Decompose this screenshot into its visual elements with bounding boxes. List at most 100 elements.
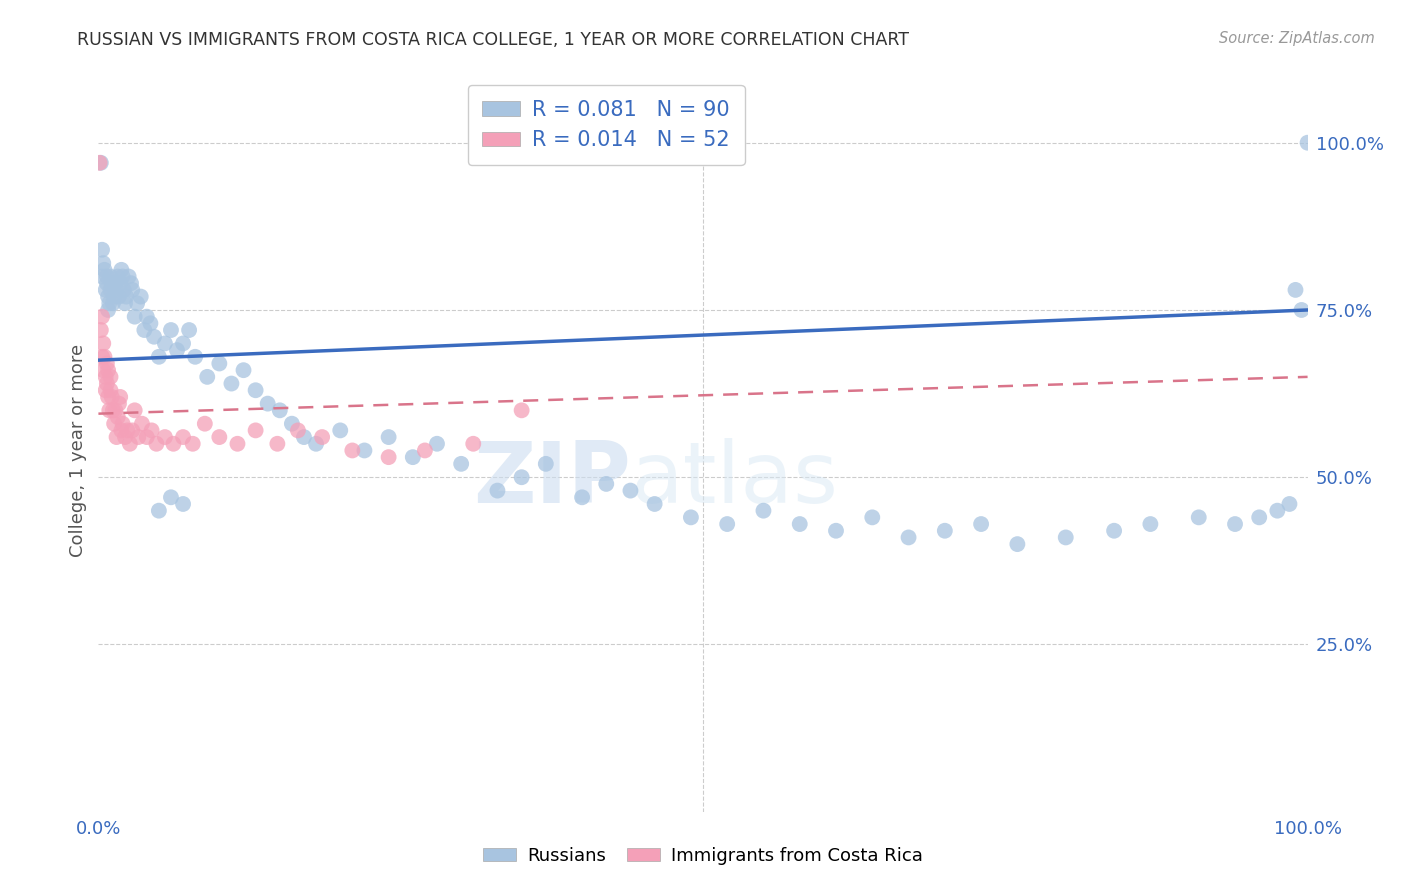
- Point: [825, 524, 848, 538]
- Point: [269, 403, 291, 417]
- Point: [510, 470, 533, 484]
- Point: [98, 403, 121, 417]
- Point: [160, 323, 183, 337]
- Text: ZIP: ZIP: [472, 438, 630, 521]
- Point: [860, 510, 883, 524]
- Point: [1054, 530, 1077, 544]
- Point: [91, 243, 114, 257]
- Point: [679, 510, 702, 524]
- Point: [110, 424, 132, 438]
- Point: [94, 384, 117, 398]
- Point: [91, 269, 114, 284]
- Point: [172, 430, 194, 444]
- Point: [195, 369, 218, 384]
- Point: [121, 424, 143, 438]
- Point: [166, 343, 188, 358]
- Point: [716, 517, 738, 532]
- Point: [292, 430, 315, 444]
- Point: [94, 369, 117, 384]
- Point: [94, 283, 117, 297]
- Point: [100, 390, 122, 404]
- Point: [1249, 510, 1271, 524]
- Y-axis label: College, 1 year or more: College, 1 year or more: [69, 344, 87, 557]
- Point: [100, 384, 122, 398]
- Point: [100, 277, 122, 291]
- Point: [120, 277, 142, 291]
- Point: [534, 457, 557, 471]
- Point: [353, 443, 375, 458]
- Point: [131, 417, 153, 431]
- Text: RUSSIAN VS IMMIGRANTS FROM COSTA RICA COLLEGE, 1 YEAR OR MORE CORRELATION CHART: RUSSIAN VS IMMIGRANTS FROM COSTA RICA CO…: [77, 31, 910, 49]
- Point: [135, 310, 157, 324]
- Point: [96, 376, 118, 391]
- Point: [101, 403, 124, 417]
- Point: [148, 503, 170, 517]
- Point: [153, 336, 176, 351]
- Point: [1102, 524, 1125, 538]
- Point: [970, 517, 993, 532]
- Point: [89, 156, 111, 170]
- Point: [342, 443, 364, 458]
- Point: [256, 396, 278, 410]
- Text: atlas: atlas: [630, 438, 838, 521]
- Point: [127, 430, 149, 444]
- Point: [139, 317, 162, 331]
- Point: [97, 303, 120, 318]
- Point: [245, 384, 267, 398]
- Point: [377, 430, 399, 444]
- Point: [486, 483, 509, 498]
- Point: [111, 269, 134, 284]
- Point: [97, 390, 120, 404]
- Point: [103, 289, 125, 303]
- Point: [134, 323, 156, 337]
- Point: [96, 277, 118, 291]
- Point: [145, 436, 167, 450]
- Point: [108, 390, 131, 404]
- Point: [377, 450, 399, 465]
- Point: [91, 336, 114, 351]
- Point: [107, 410, 129, 425]
- Point: [1007, 537, 1029, 551]
- Point: [266, 436, 288, 450]
- Point: [114, 430, 136, 444]
- Point: [115, 289, 138, 303]
- Point: [221, 376, 243, 391]
- Point: [934, 524, 956, 538]
- Point: [129, 289, 152, 303]
- Point: [127, 296, 149, 310]
- Point: [148, 350, 170, 364]
- Point: [571, 491, 593, 505]
- Point: [96, 356, 118, 371]
- Point: [179, 323, 201, 337]
- Point: [105, 283, 128, 297]
- Point: [108, 277, 131, 291]
- Point: [98, 296, 121, 310]
- Point: [153, 430, 176, 444]
- Point: [118, 269, 141, 284]
- Point: [143, 330, 166, 344]
- Point: [752, 503, 775, 517]
- Point: [897, 530, 920, 544]
- Point: [114, 296, 136, 310]
- Point: [108, 289, 131, 303]
- Point: [90, 323, 112, 337]
- Point: [595, 476, 617, 491]
- Point: [281, 417, 304, 431]
- Point: [90, 156, 112, 170]
- Point: [105, 430, 128, 444]
- Point: [226, 436, 249, 450]
- Point: [91, 363, 114, 377]
- Point: [124, 310, 146, 324]
- Point: [1267, 503, 1289, 517]
- Point: [141, 424, 163, 438]
- Point: [194, 417, 217, 431]
- Point: [91, 350, 114, 364]
- Point: [311, 430, 333, 444]
- Point: [104, 277, 127, 291]
- Point: [450, 457, 472, 471]
- Point: [287, 424, 309, 438]
- Point: [162, 436, 184, 450]
- Point: [117, 424, 139, 438]
- Point: [305, 436, 328, 450]
- Point: [100, 283, 122, 297]
